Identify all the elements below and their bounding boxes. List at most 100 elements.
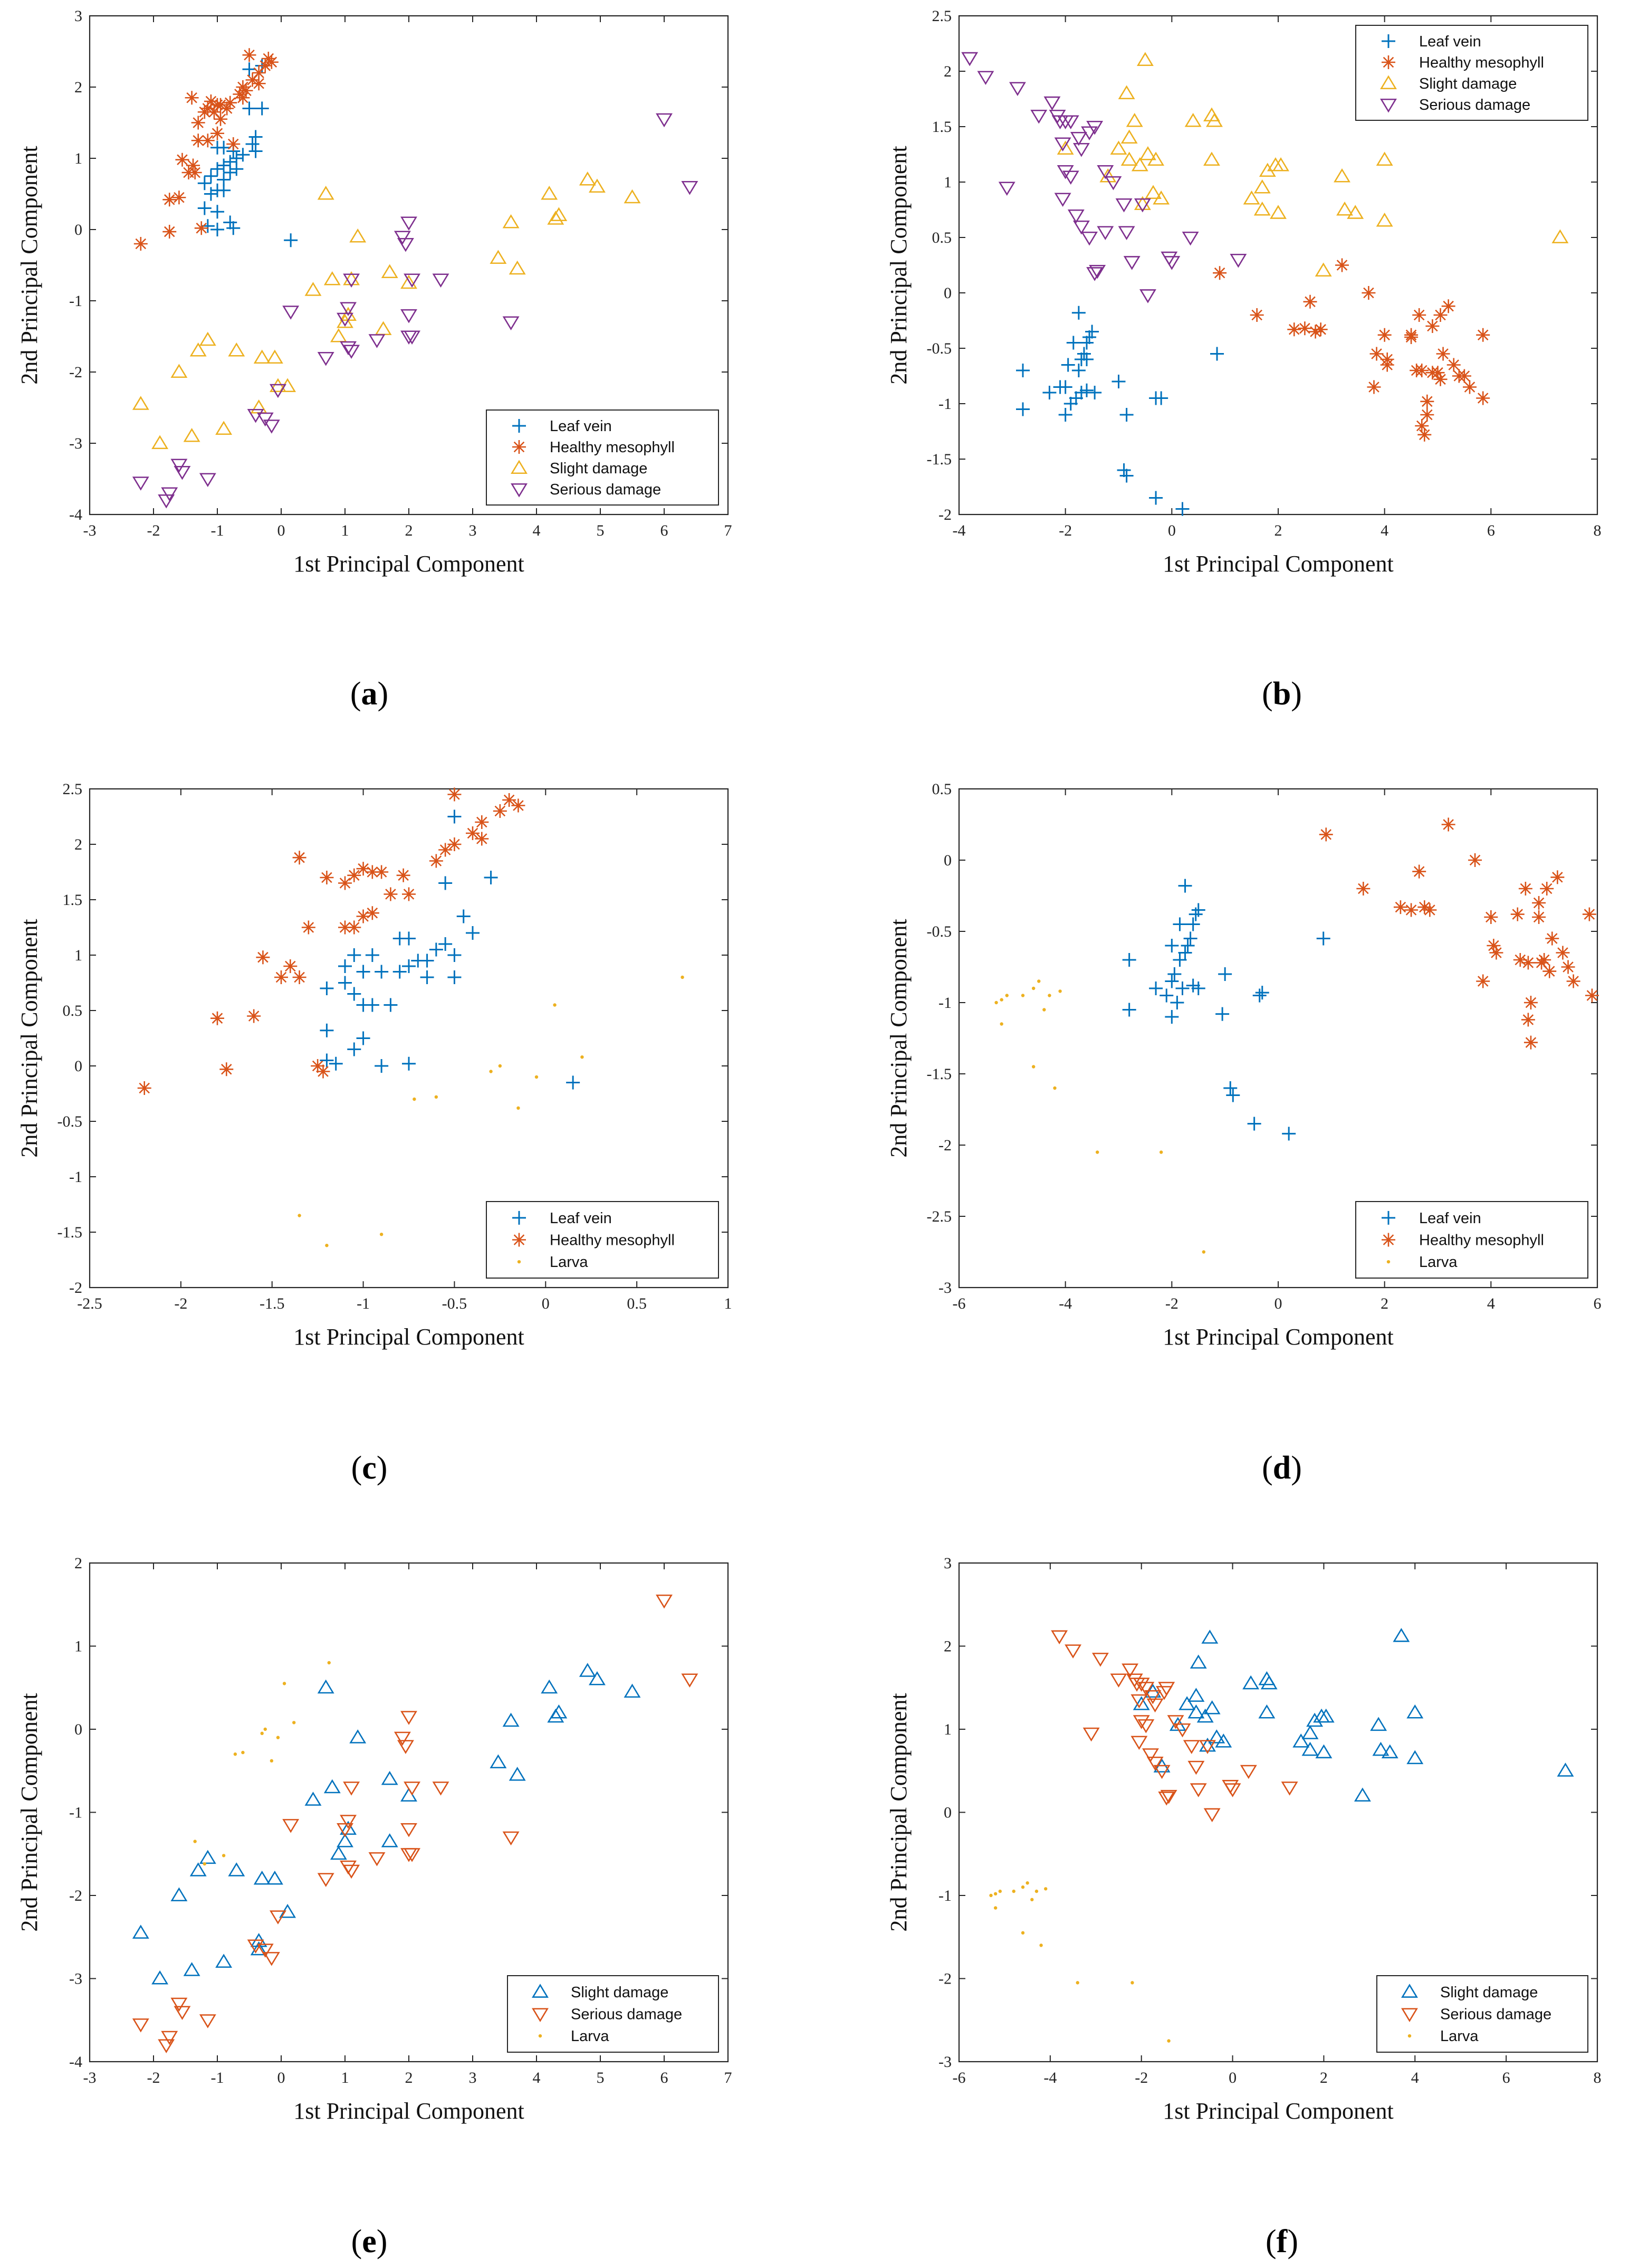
series-leaf-vein bbox=[1016, 306, 1224, 516]
data-point bbox=[1199, 1740, 1216, 1755]
x-tick-label: 0 bbox=[277, 2069, 285, 2086]
legend-label: Leaf vein bbox=[550, 418, 612, 435]
data-point bbox=[541, 185, 558, 200]
data-point bbox=[1021, 1931, 1025, 1935]
data-point bbox=[1183, 931, 1197, 946]
legend-marker bbox=[1382, 1211, 1395, 1225]
data-point bbox=[1146, 1756, 1164, 1771]
y-tick-label: 1.5 bbox=[932, 118, 952, 136]
data-point bbox=[170, 459, 188, 473]
data-point bbox=[1412, 308, 1426, 322]
data-point bbox=[210, 1011, 224, 1025]
legend-label: Slight damage bbox=[571, 1984, 668, 2001]
legend-label: Serious damage bbox=[1440, 2006, 1551, 2023]
data-point bbox=[1130, 1981, 1134, 1985]
data-point bbox=[1250, 308, 1264, 322]
x-tick-label: 0 bbox=[542, 1295, 550, 1312]
data-point bbox=[343, 345, 360, 359]
data-point bbox=[466, 926, 480, 940]
x-tick-label: -1.5 bbox=[260, 1295, 285, 1312]
data-point bbox=[223, 166, 237, 179]
x-tick-label: 6 bbox=[1502, 2069, 1510, 2086]
data-point bbox=[162, 193, 177, 207]
chart-panel-f: -6 -4 -2 0 2 4 6 8 -3 -2 -1 0 1 2 3 1st Principal Compo… bbox=[886, 1555, 1602, 2260]
data-point bbox=[681, 1673, 698, 1688]
data-point bbox=[989, 1893, 993, 1898]
data-point bbox=[1215, 1733, 1232, 1748]
x-tick-label: 2 bbox=[405, 2069, 413, 2086]
y-axis-label: 2nd Principal Component bbox=[886, 146, 912, 384]
data-point bbox=[356, 1031, 370, 1045]
data-point bbox=[256, 412, 274, 427]
data-point bbox=[490, 1754, 507, 1769]
y-tick-label: 1 bbox=[944, 174, 952, 191]
data-point bbox=[1054, 193, 1071, 207]
legend-label: Serious damage bbox=[1419, 97, 1530, 113]
legend-marker bbox=[1382, 1233, 1395, 1247]
data-point bbox=[1130, 1736, 1148, 1750]
data-point bbox=[1165, 1010, 1179, 1024]
data-point bbox=[162, 225, 177, 239]
data-point bbox=[1545, 931, 1559, 946]
data-point bbox=[1133, 1715, 1150, 1729]
data-point bbox=[1240, 1765, 1257, 1779]
data-point bbox=[1203, 1700, 1221, 1714]
series-larva bbox=[298, 975, 684, 1247]
data-point bbox=[1105, 176, 1122, 190]
x-tick-label: -6 bbox=[953, 1295, 966, 1312]
data-point bbox=[396, 868, 410, 882]
panel-caption: (d) bbox=[1262, 1450, 1302, 1486]
legend: Leaf vein Healthy mesophyll Larva bbox=[486, 1201, 719, 1279]
data-point bbox=[1441, 817, 1455, 832]
data-point bbox=[217, 183, 231, 197]
data-point bbox=[1030, 1898, 1034, 1902]
data-point bbox=[1134, 198, 1151, 213]
data-point bbox=[174, 2006, 191, 2021]
data-point bbox=[1468, 853, 1482, 867]
series-healthy-mesophyll bbox=[133, 48, 279, 251]
y-tick-label: 2 bbox=[74, 836, 82, 853]
y-axis-label: 2nd Principal Component bbox=[16, 1693, 42, 1931]
data-point bbox=[214, 112, 228, 126]
data-point bbox=[1412, 864, 1426, 879]
series-serious-damage bbox=[132, 113, 698, 509]
data-point bbox=[1585, 988, 1599, 1003]
data-point bbox=[226, 221, 241, 235]
data-point bbox=[1165, 939, 1179, 952]
data-point bbox=[1178, 1696, 1196, 1710]
data-point bbox=[413, 1097, 416, 1101]
data-point bbox=[338, 920, 352, 935]
series-larva bbox=[193, 1661, 331, 1866]
data-point bbox=[1082, 330, 1097, 344]
data-point bbox=[381, 1770, 398, 1785]
data-point bbox=[1354, 1787, 1371, 1802]
data-point bbox=[490, 250, 507, 264]
y-tick-label: 0 bbox=[74, 1721, 82, 1738]
data-point bbox=[316, 1064, 330, 1079]
data-point bbox=[1319, 827, 1333, 842]
y-tick-label: 1 bbox=[74, 947, 82, 964]
data-point bbox=[1292, 1733, 1310, 1748]
data-point bbox=[1173, 953, 1187, 967]
legend-marker bbox=[1386, 1260, 1391, 1264]
y-tick-label: 1.5 bbox=[63, 891, 83, 909]
data-point bbox=[1133, 1678, 1150, 1692]
legend-label: Larva bbox=[1419, 1254, 1458, 1271]
data-point bbox=[1070, 131, 1087, 146]
data-point bbox=[553, 1003, 557, 1007]
data-point bbox=[320, 871, 334, 884]
x-tick-label: 6 bbox=[660, 522, 668, 539]
legend-label: Slight damage bbox=[550, 460, 647, 477]
x-tick-label: 1 bbox=[341, 522, 349, 539]
panel-caption: (f) bbox=[1266, 2224, 1298, 2260]
data-point bbox=[400, 1711, 417, 1725]
data-point bbox=[1367, 380, 1381, 394]
data-point bbox=[252, 66, 266, 80]
data-point bbox=[210, 205, 224, 219]
data-point bbox=[411, 954, 425, 968]
data-point bbox=[384, 887, 398, 901]
data-point bbox=[347, 987, 361, 1001]
